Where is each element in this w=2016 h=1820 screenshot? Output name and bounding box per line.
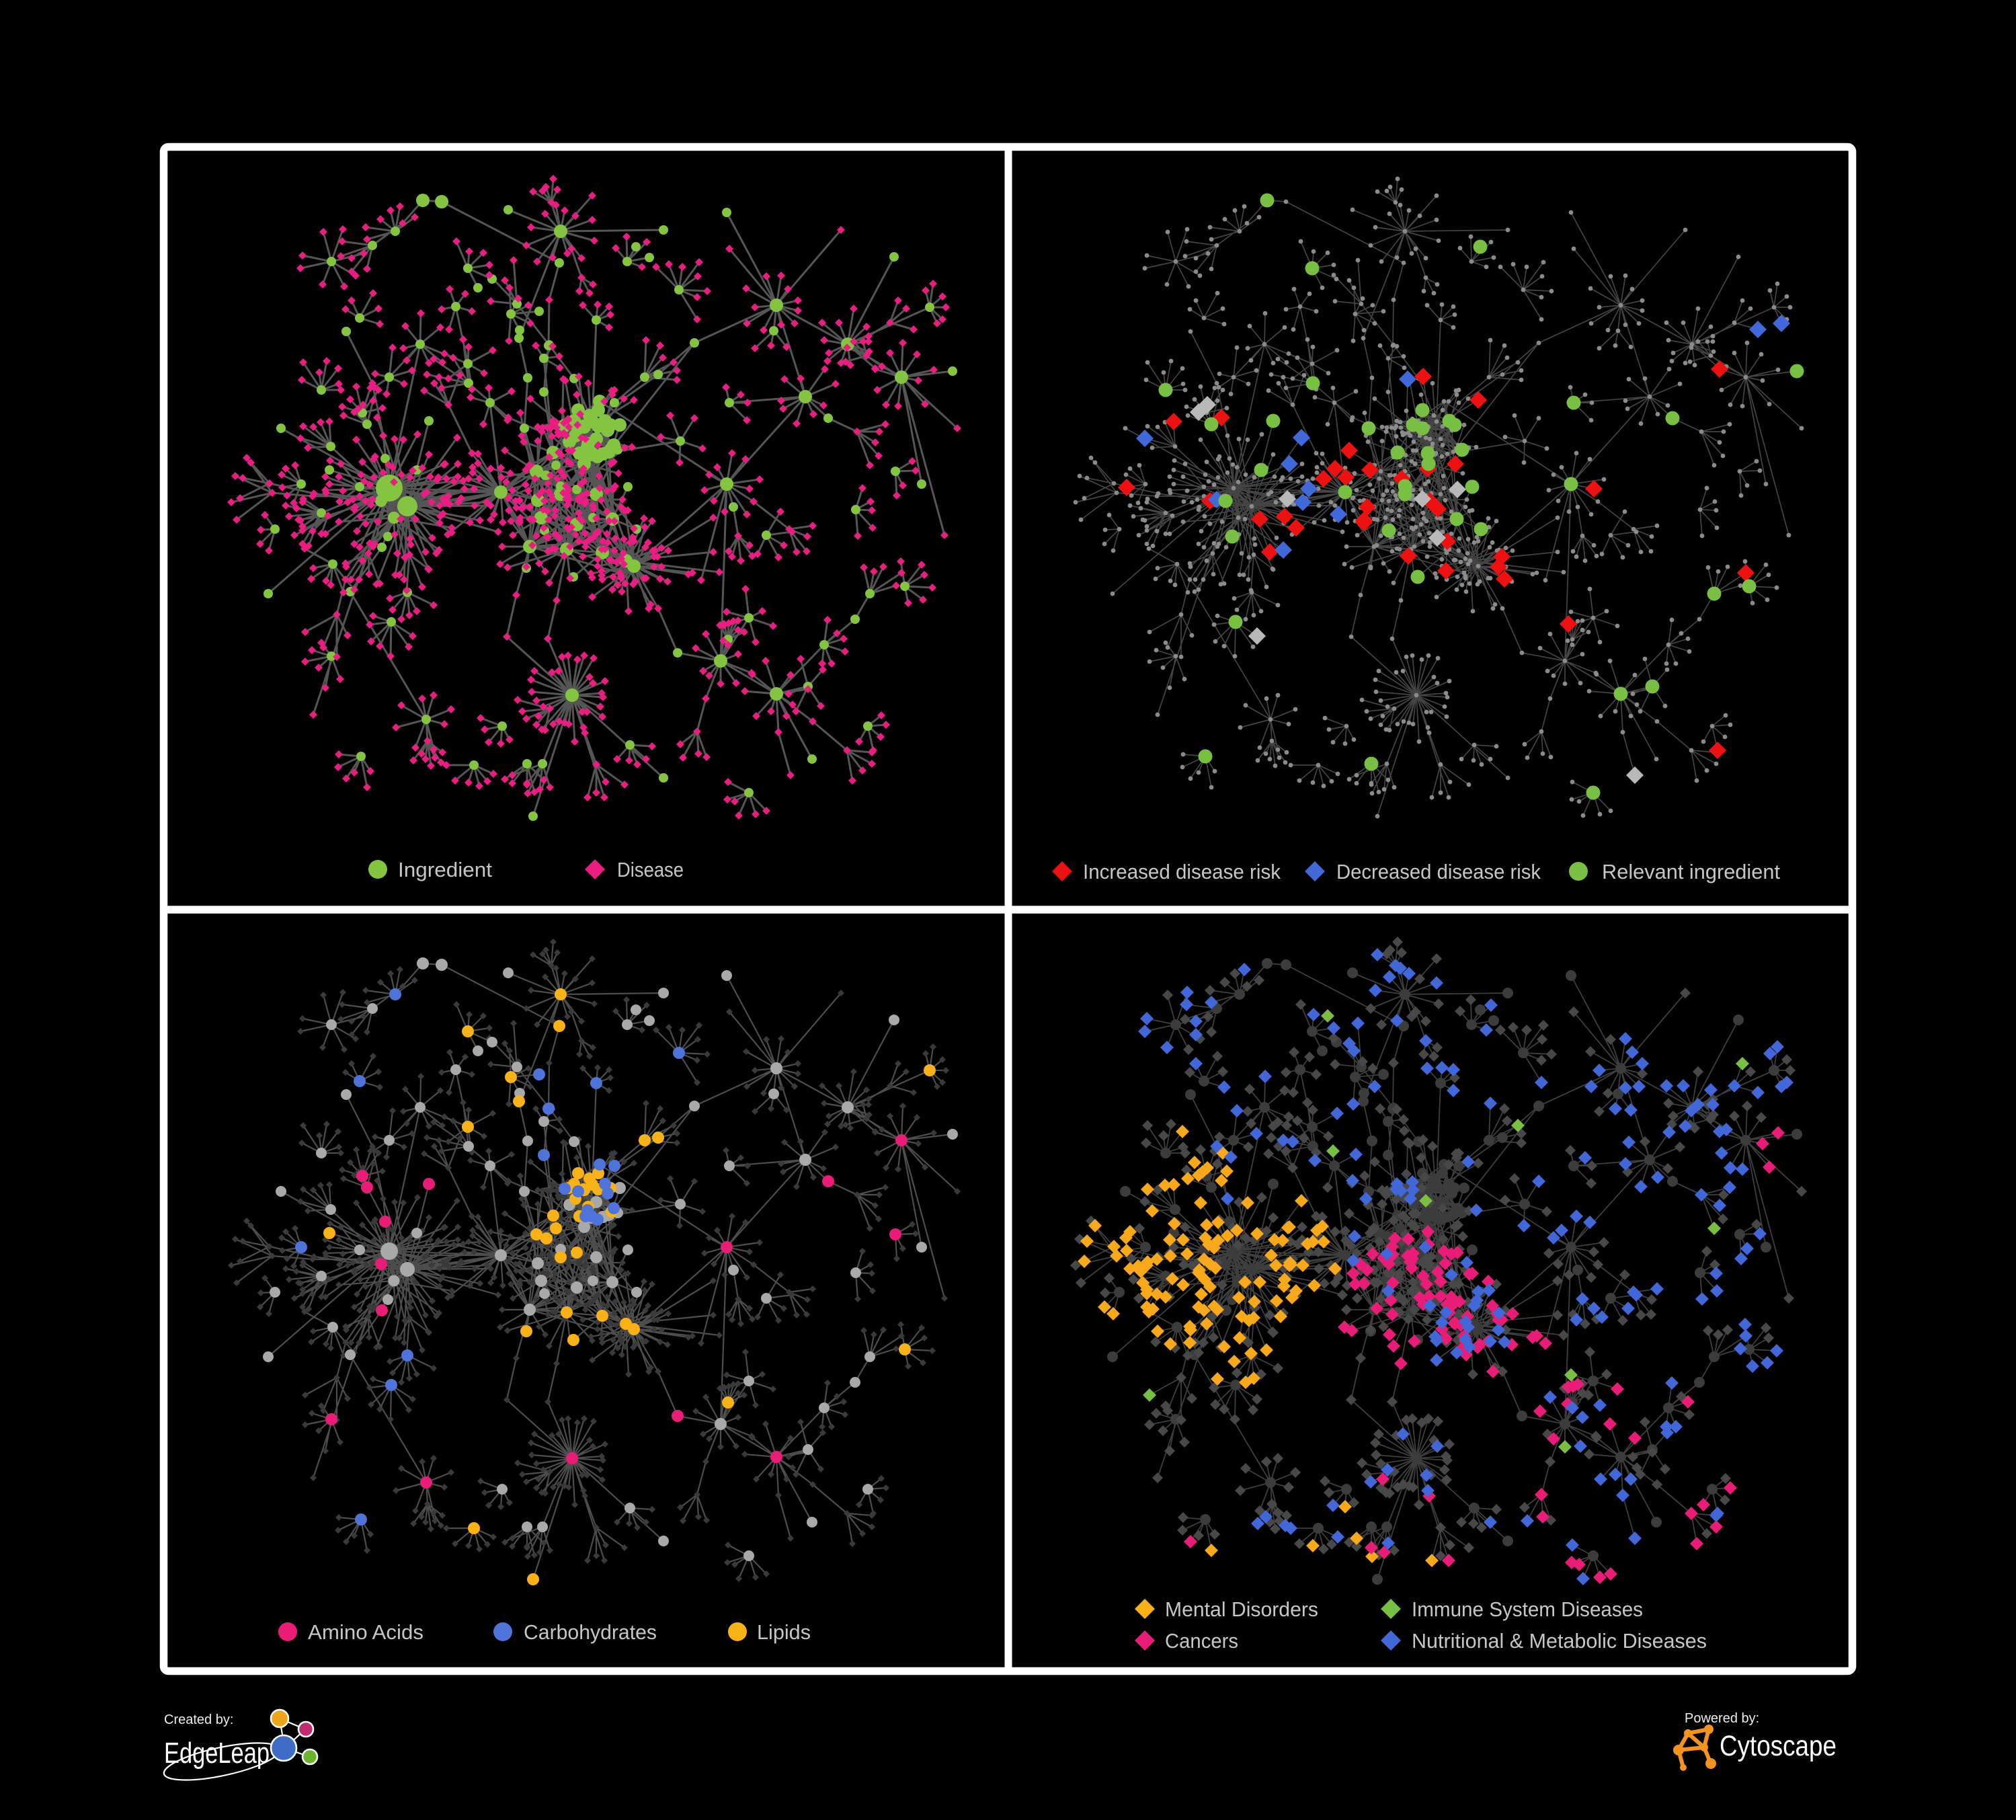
svg-text:Carbohydrates: Carbohydrates [524, 1620, 657, 1644]
svg-text:Amino Acids: Amino Acids [308, 1620, 424, 1644]
svg-text:EdgeLeap: EdgeLeap [164, 1737, 270, 1770]
svg-text:Decreased disease risk: Decreased disease risk [1336, 860, 1541, 883]
svg-text:Created by:: Created by: [164, 1712, 233, 1727]
svg-text:Nutritional & Metabolic Diseas: Nutritional & Metabolic Diseases [1412, 1629, 1707, 1653]
svg-text:Ingredient: Ingredient [398, 858, 492, 881]
svg-text:Powered by:: Powered by: [1685, 1711, 1759, 1726]
svg-text:Relevant ingredient: Relevant ingredient [1602, 860, 1780, 883]
svg-text:Disease: Disease [617, 858, 684, 881]
svg-text:Immune System Diseases: Immune System Diseases [1412, 1597, 1643, 1621]
svg-text:Cytoscape: Cytoscape [1720, 1730, 1837, 1762]
svg-text:Cancers: Cancers [1165, 1629, 1238, 1653]
svg-text:Mental Disorders: Mental Disorders [1165, 1597, 1318, 1621]
svg-text:Lipids: Lipids [757, 1620, 811, 1644]
svg-text:Increased disease risk: Increased disease risk [1083, 860, 1281, 883]
